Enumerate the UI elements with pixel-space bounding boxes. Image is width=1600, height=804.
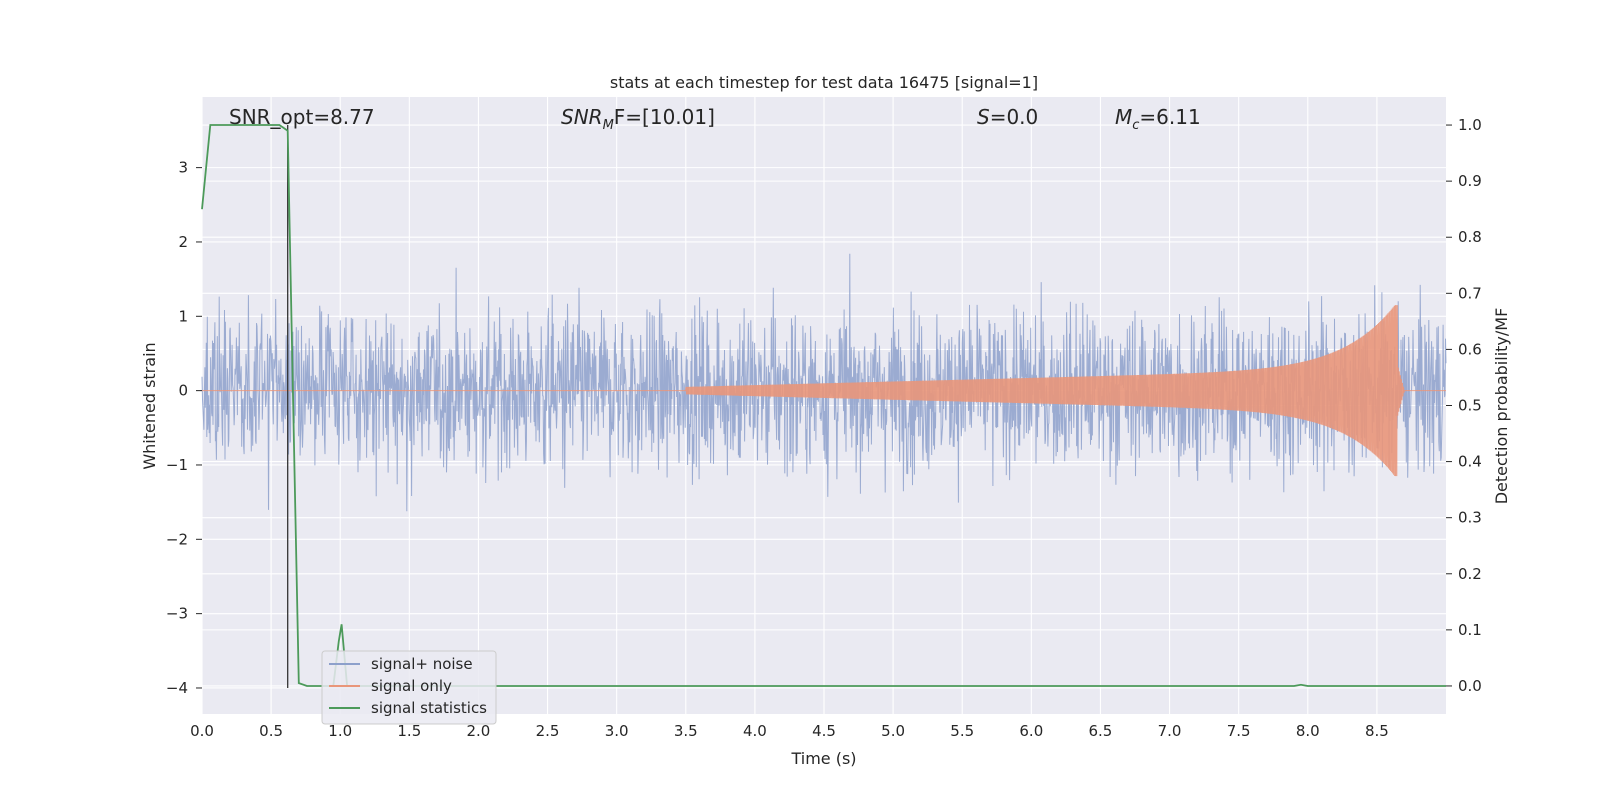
x-tick-label: 5.0 <box>881 722 905 740</box>
y2-tick-label: 1.0 <box>1458 116 1482 134</box>
y2-tick-label: 0.5 <box>1458 397 1482 415</box>
y-tick-label: 0 <box>178 382 188 400</box>
x-tick-label: 0.5 <box>259 722 283 740</box>
y2-tick-label: 0.9 <box>1458 172 1482 190</box>
x-tick-label: 5.5 <box>950 722 974 740</box>
y2-tick-label: 0.4 <box>1458 453 1482 471</box>
legend: signal+ noise signal only signal statist… <box>321 650 497 725</box>
annotation-snr-mf: SNRMF=[10.01] <box>561 105 715 133</box>
y-tick-label: −3 <box>166 605 188 623</box>
x-tick-label: 6.0 <box>1019 722 1043 740</box>
x-axis-title: Time (s) <box>790 749 856 768</box>
x-tick-label: 1.5 <box>397 722 421 740</box>
x-tick-label: 2.0 <box>467 722 491 740</box>
y2-tick-label: 0.2 <box>1458 565 1482 583</box>
annotation-mc-sub: c <box>1132 118 1139 133</box>
x-tick-label: 8.5 <box>1365 722 1389 740</box>
legend-label-signal-plus-noise: signal+ noise <box>371 655 473 673</box>
y2-tick-label: 0.8 <box>1458 228 1482 246</box>
y-tick-label: 3 <box>178 159 188 177</box>
y2-axis-title: Detection probability/MF <box>1492 308 1511 505</box>
y2-tick-label: 0.6 <box>1458 340 1482 358</box>
y-tick-label: −4 <box>166 679 188 697</box>
x-tick-label: 1.0 <box>328 722 352 740</box>
y-tick-label: −1 <box>166 456 188 474</box>
tick-labels: 0.0 0.5 1.0 1.5 2.0 2.5 3.0 3.5 4.0 4.5 5.0 5.5 6.0 6… <box>166 116 1482 740</box>
annotation-s-tail: =0.0 <box>990 105 1039 129</box>
legend-label-signal-statistics: signal statistics <box>371 699 487 717</box>
y-tick-label: −2 <box>166 530 188 548</box>
legend-box <box>321 650 497 725</box>
y-tick-label: 1 <box>178 307 188 325</box>
x-tick-label: 7.0 <box>1158 722 1182 740</box>
y-tick-label: 2 <box>178 233 188 251</box>
annotation-snr-opt: SNR_opt=8.77 <box>229 105 375 129</box>
annotation-mc: Mc=6.11 <box>1115 105 1201 133</box>
series-signal-only <box>202 305 1446 477</box>
annotation-s-math: S <box>977 105 990 129</box>
y2-tick-label: 0.0 <box>1458 677 1482 695</box>
series-signal-plus-noise <box>201 253 1447 512</box>
annotation-snr-mf-math: SNR <box>561 105 603 129</box>
annotation-mc-tail: =6.11 <box>1139 105 1200 129</box>
y-axis-title: Whitened strain <box>140 342 159 469</box>
y2-tick-label: 0.7 <box>1458 284 1482 302</box>
x-tick-label: 6.5 <box>1089 722 1113 740</box>
chart-title: stats at each timestep for test data 164… <box>610 73 1038 92</box>
annotation-mc-math: M <box>1115 105 1132 129</box>
x-tick-label: 3.0 <box>605 722 629 740</box>
legend-label-signal-only: signal only <box>371 677 452 695</box>
x-tick-label: 0.0 <box>190 722 214 740</box>
y2-tick-label: 0.3 <box>1458 509 1482 527</box>
y2-tick-label: 0.1 <box>1458 621 1482 639</box>
x-tick-label: 8.0 <box>1296 722 1320 740</box>
x-tick-label: 3.5 <box>674 722 698 740</box>
annotation-s: S=0.0 <box>977 105 1038 129</box>
x-tick-label: 4.5 <box>812 722 836 740</box>
annotation-snr-mf-sub: M <box>603 118 614 133</box>
x-tick-label: 2.5 <box>536 722 560 740</box>
annotation-snr-mf-tail: F=[10.01] <box>614 105 715 129</box>
x-tick-label: 4.0 <box>743 722 767 740</box>
x-tick-label: 7.5 <box>1227 722 1251 740</box>
